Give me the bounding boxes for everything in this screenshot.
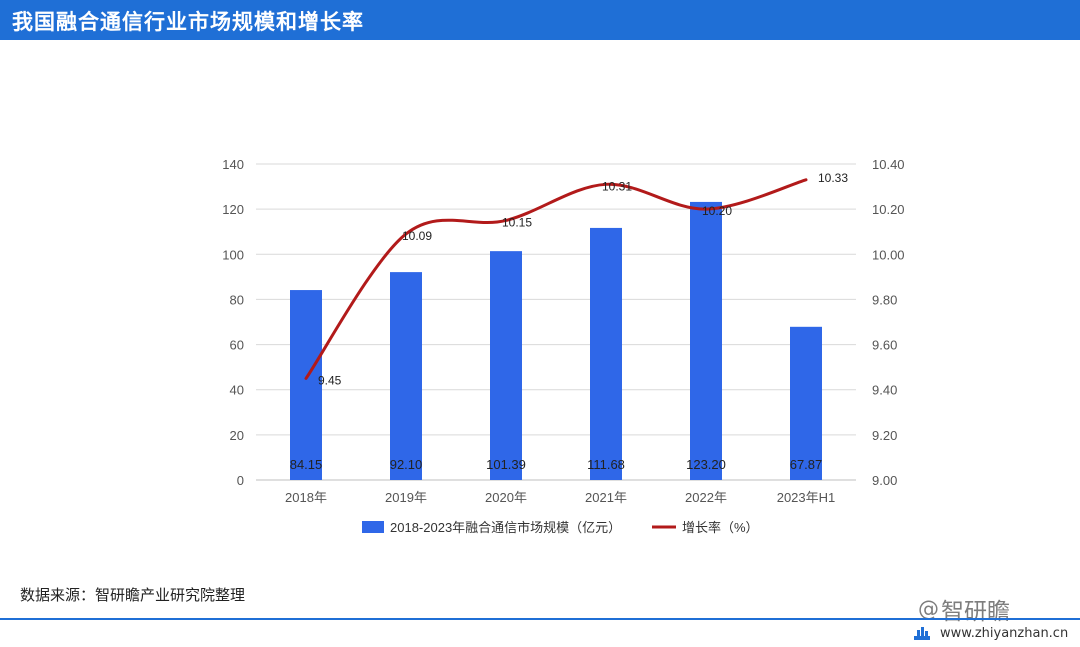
right-axis-tick-label: 9.60 (872, 338, 897, 353)
right-axis-tick-label: 10.00 (872, 247, 905, 262)
bar-data-label: 123.20 (686, 457, 726, 472)
left-axis-tick-label: 100 (222, 247, 244, 262)
x-axis-tick-label: 2019年 (385, 490, 427, 505)
legend-label-line: 增长率（%） (682, 520, 759, 535)
line-data-label: 10.33 (818, 171, 848, 185)
right-axis-tick-label: 9.00 (872, 473, 897, 488)
legend-swatch-bar (362, 521, 384, 533)
left-axis-tick-label: 40 (230, 383, 244, 398)
building-logo-icon (914, 627, 930, 640)
title-bar: 我国融合通信行业市场规模和增长率 (0, 0, 1080, 40)
source-note: 数据来源：智研瞻产业研究院整理 (20, 586, 246, 604)
left-axis-tick-label: 120 (222, 202, 244, 217)
page-title: 我国融合通信行业市场规模和增长率 (12, 9, 364, 34)
growth-rate-line (304, 178, 808, 380)
bar (490, 251, 522, 480)
bar-data-label: 111.68 (587, 457, 625, 472)
website-url[interactable]: www.zhiyanzhan.cn (940, 625, 1069, 641)
legend-label-bar: 2018-2023年融合通信市场规模（亿元） (390, 520, 621, 535)
right-axis-tick-label: 9.20 (872, 428, 897, 443)
bar (790, 326, 822, 480)
left-axis-tick-label: 140 (222, 157, 244, 172)
line-data-label: 9.45 (318, 373, 342, 387)
bar (690, 201, 722, 481)
left-axis-tick-label: 60 (230, 338, 244, 353)
footer-divider (0, 618, 1080, 620)
line-data-label: 10.31 (602, 179, 632, 193)
bar (290, 290, 322, 480)
brand-mark: @ 智研瞻 (918, 592, 1010, 626)
right-axis-tick-label: 10.40 (872, 157, 905, 172)
x-axis-tick-label: 2018年 (285, 490, 327, 505)
right-axis-tick-label: 10.20 (872, 202, 905, 217)
line-data-label: 10.09 (402, 229, 432, 243)
bar-data-label: 67.87 (790, 457, 823, 472)
x-axis-tick-label: 2023年H1 (777, 490, 836, 505)
bar-data-label: 84.15 (290, 457, 323, 472)
bar (390, 272, 422, 480)
left-axis-tick-label: 80 (230, 292, 244, 307)
bar-data-label: 92.10 (390, 457, 423, 472)
x-axis-tick-label: 2020年 (485, 490, 527, 505)
left-axis-tick-label: 0 (237, 473, 244, 488)
line-data-label: 10.20 (702, 204, 732, 218)
website-credit: www.zhiyanzhan.cn (912, 625, 1068, 641)
brand-name: 智研瞻 (941, 599, 1010, 625)
right-axis-tick-label: 9.80 (872, 292, 897, 307)
bar (590, 227, 622, 480)
x-axis-tick-label: 2022年 (685, 490, 727, 505)
chart: 0 20 40 60 80 100 120 140 9.00 9.20 9.40 9.60 9.80 10… (222, 157, 905, 535)
bar-data-label: 101.39 (486, 457, 526, 472)
right-axis-tick-label: 9.40 (872, 383, 897, 398)
left-axis-tick-label: 20 (230, 428, 244, 443)
x-axis-tick-label: 2021年 (585, 490, 627, 505)
brand-at-symbol: @ (918, 597, 939, 621)
line-data-label: 10.15 (502, 215, 532, 229)
